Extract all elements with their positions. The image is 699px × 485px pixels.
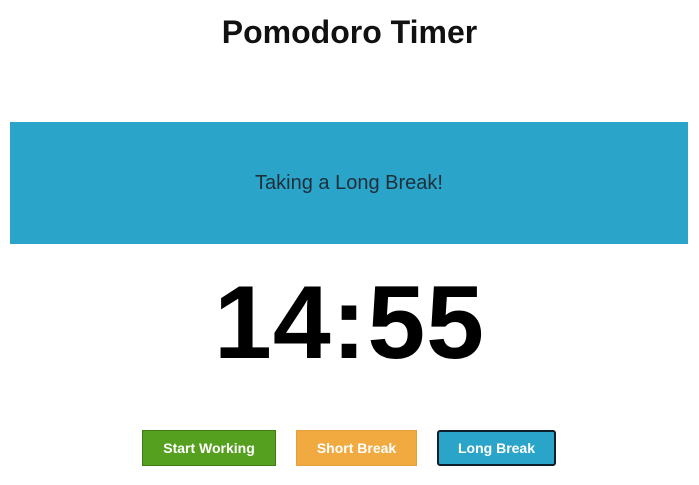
status-message: Taking a Long Break! bbox=[255, 171, 443, 194]
timer-display: 14:55 bbox=[214, 265, 485, 381]
start-working-button[interactable]: Start Working bbox=[142, 430, 276, 466]
short-break-button[interactable]: Short Break bbox=[296, 430, 417, 466]
long-break-button[interactable]: Long Break bbox=[437, 430, 556, 466]
page-title: Pomodoro Timer bbox=[221, 14, 478, 50]
status-banner: Taking a Long Break! bbox=[10, 122, 688, 244]
